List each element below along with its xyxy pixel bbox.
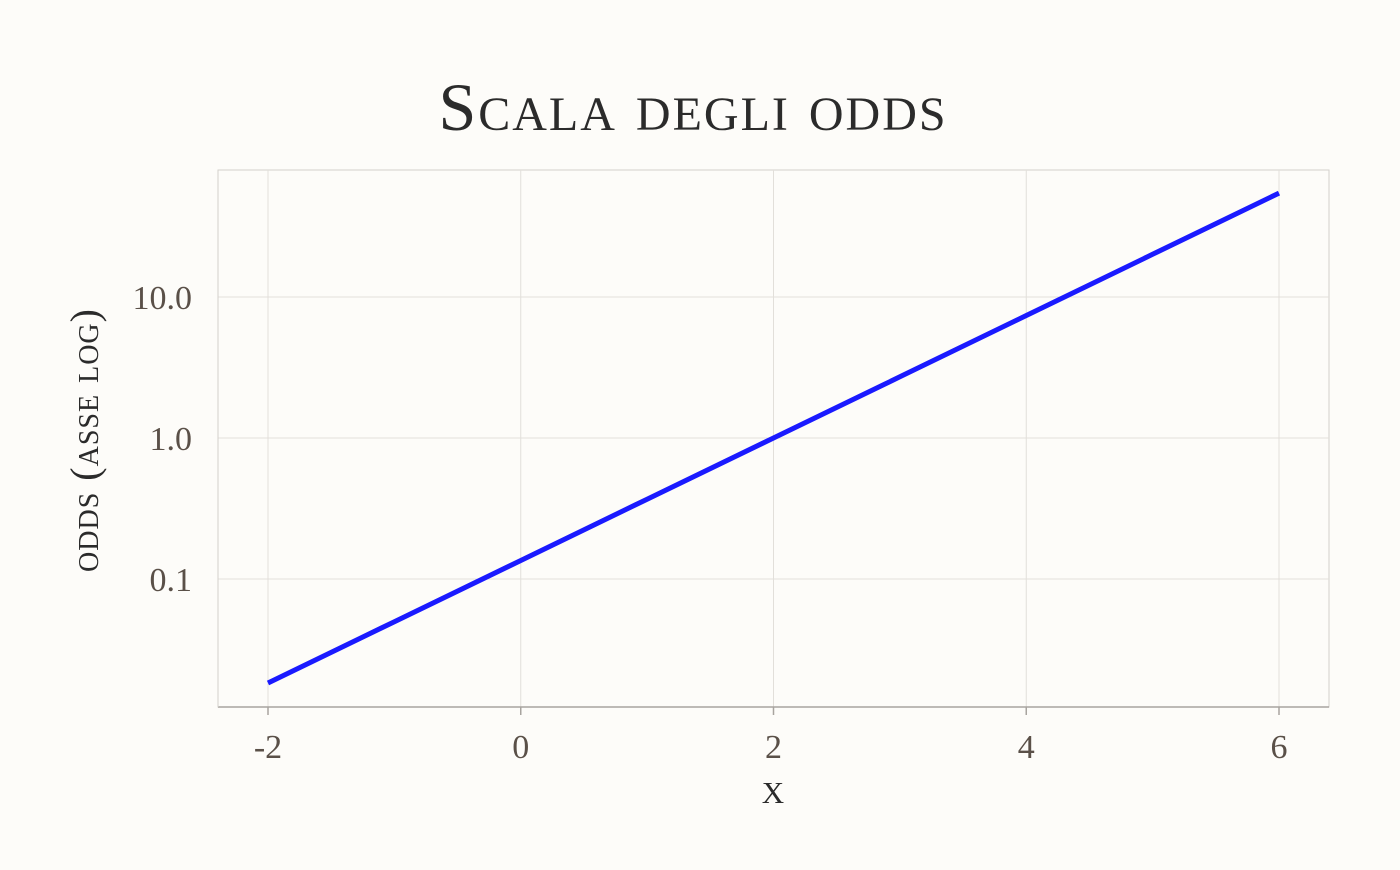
x-tick-label: 2 <box>765 729 782 766</box>
x-tick-label: 6 <box>1271 729 1288 766</box>
y-tick-label: 10.0 <box>133 280 193 317</box>
x-tick-label: -2 <box>254 729 282 766</box>
y-axis-label: odds (asse log) <box>62 308 107 572</box>
y-tick-label: 1.0 <box>150 421 193 458</box>
y-axis: 0.1 1.0 10.0 <box>133 280 193 599</box>
x-tick-label: 4 <box>1018 729 1035 766</box>
series-line <box>266 190 1281 686</box>
y-tick-label: 0.1 <box>150 562 193 599</box>
x-axis-label: x <box>762 764 784 813</box>
x-tick-label: 0 <box>512 729 529 766</box>
grid-lines <box>218 170 1329 707</box>
series-layer <box>266 190 1281 686</box>
x-axis: -2 0 2 4 6 <box>254 707 1288 766</box>
chart-title: Scala degli odds <box>438 69 947 145</box>
